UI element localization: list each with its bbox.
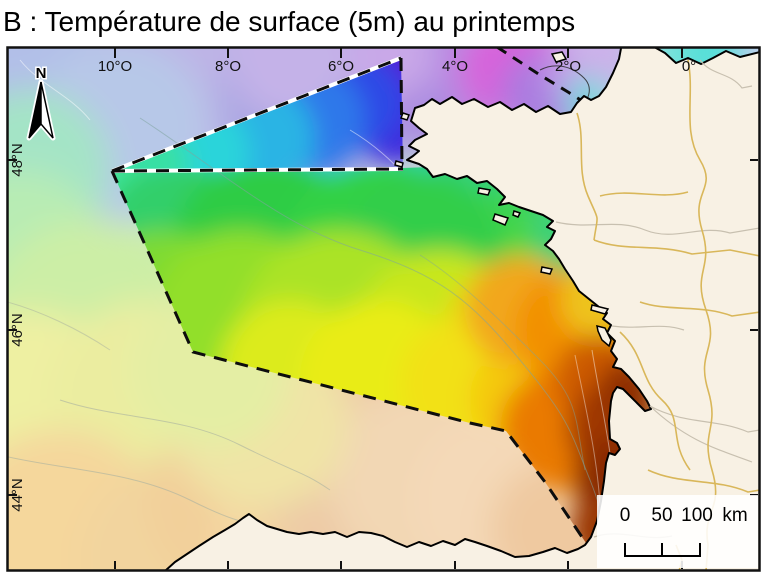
zone-dash-east — [399, 57, 404, 169]
lon-label: 10°O — [98, 58, 132, 75]
lon-label: 6°O — [328, 58, 354, 75]
island-houat — [512, 210, 522, 218]
island-yeu — [540, 266, 554, 275]
admin-border — [593, 239, 759, 257]
island-re — [590, 304, 610, 315]
land-layer — [164, 48, 759, 570]
river-seine — [699, 59, 753, 89]
isobath — [8, 301, 111, 351]
north-arrow: N — [26, 64, 56, 141]
study-zone-boundaries — [110, 48, 591, 547]
scale-tick-label: 50 — [651, 505, 672, 526]
lat-label: 48°N — [9, 143, 26, 177]
island-jersey — [550, 51, 568, 63]
island-ouessant — [400, 112, 410, 121]
islands — [394, 51, 612, 348]
admin-border — [599, 191, 689, 197]
shelf-contour — [419, 254, 586, 471]
lon-label: 8°O — [215, 58, 241, 75]
contour-white — [574, 354, 601, 506]
zone-dash-48n — [111, 167, 404, 173]
lon-label: 2°O — [555, 58, 581, 75]
island-oleron — [596, 324, 612, 348]
lat-label: 46°N — [9, 313, 26, 347]
admin-border — [619, 331, 691, 471]
contour-white — [349, 129, 396, 166]
lon-label: 4°O — [442, 58, 468, 75]
page-title: B : Température de surface (5m) au print… — [3, 6, 576, 37]
admin-borders — [576, 59, 759, 570]
zone-dash-channel — [496, 48, 591, 108]
scale-unit-label: km — [722, 505, 747, 526]
admin-border — [639, 301, 759, 317]
lon-label: 0° — [682, 58, 696, 75]
scale-bar-line — [624, 543, 701, 557]
river-garonne — [649, 405, 759, 433]
isobath — [59, 399, 331, 491]
island-sein — [394, 160, 404, 168]
contour-white — [19, 59, 91, 121]
zone-dash-sw — [110, 170, 590, 547]
shelf-contour — [139, 117, 603, 561]
island-groix — [477, 187, 492, 196]
river-charente — [611, 325, 685, 331]
admin-border — [576, 112, 598, 241]
north-arrow-right — [40, 81, 54, 139]
river-dordogne — [649, 405, 753, 463]
scale-bar: 0 50 100 km — [597, 495, 758, 568]
scale-tick-label: 0 — [620, 505, 631, 526]
scale-tick-label: 100 — [681, 505, 713, 526]
admin-border — [647, 469, 759, 493]
coastline-france-spain — [164, 48, 759, 570]
zone-dash-nw — [111, 56, 402, 173]
lat-label: 44°N — [9, 478, 26, 512]
north-label: N — [36, 65, 47, 82]
map-frame — [6, 46, 761, 572]
river-loire — [555, 221, 759, 235]
island-belle-ile — [492, 213, 510, 226]
